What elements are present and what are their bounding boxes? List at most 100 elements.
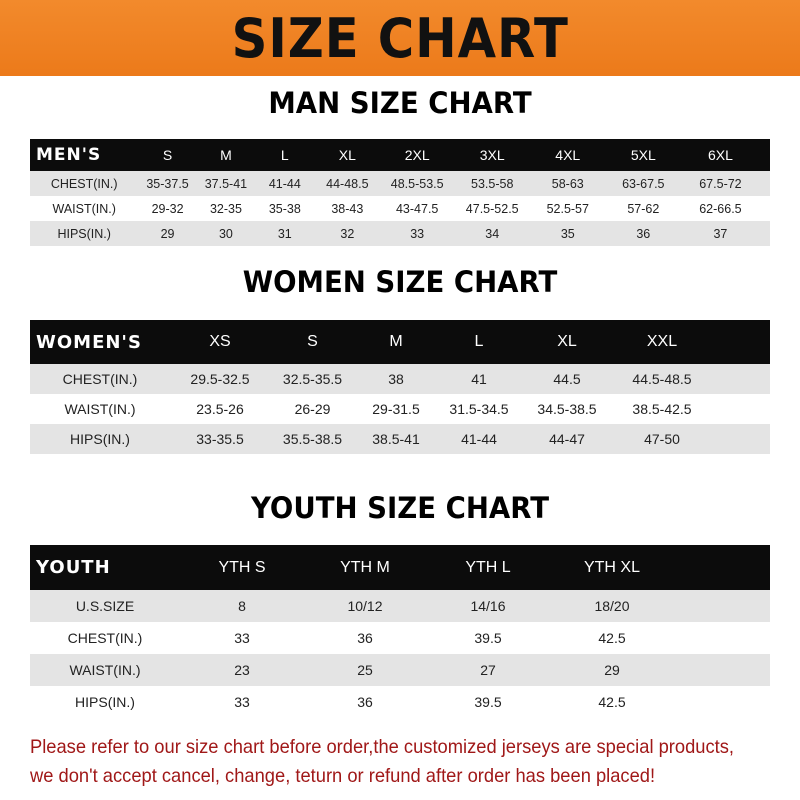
measurement-value: 52.5-57 bbox=[546, 201, 589, 216]
size-header: 4XL bbox=[555, 147, 581, 163]
measurement-value: 31 bbox=[277, 226, 292, 241]
measurement-value: 47.5-52.5 bbox=[465, 201, 519, 216]
measurement-value: 10/12 bbox=[347, 598, 383, 614]
youth-header-row: YOUTH YTH S YTH M YTH L YTH XL bbox=[30, 545, 770, 590]
size-header: M bbox=[389, 333, 403, 350]
table-row: WAIST(IN.) 23 25 27 29 bbox=[30, 654, 770, 686]
measurement-value: 34.5-38.5 bbox=[537, 401, 597, 417]
empty-cell bbox=[760, 171, 770, 196]
size-header: S bbox=[307, 333, 318, 350]
measurement-value: 39.5 bbox=[474, 694, 502, 710]
youth-section-title: YOUTH SIZE CHART bbox=[250, 491, 550, 525]
table-row: U.S.SIZE 8 10/12 14/16 18/20 bbox=[30, 590, 770, 622]
measurement-value: 36 bbox=[357, 630, 373, 646]
measurement-value: 32 bbox=[340, 226, 355, 241]
measurement-value: 57-62 bbox=[627, 201, 660, 216]
measurement-value: 41-44 bbox=[461, 431, 497, 447]
men-section-title: MAN SIZE CHART bbox=[268, 86, 532, 120]
measurement-value: 32.5-35.5 bbox=[282, 371, 343, 387]
measurement-value: 35 bbox=[560, 226, 575, 241]
measurement-value: 67.5-72 bbox=[699, 176, 742, 191]
measurement-value: 62-66.5 bbox=[699, 201, 742, 216]
table-row: WAIST(IN.) 29-32 32-35 35-38 38-43 43-47.5 47.… bbox=[30, 196, 770, 221]
measurement-value: 43-47.5 bbox=[395, 201, 439, 216]
size-header: XL bbox=[557, 333, 577, 350]
size-header: XS bbox=[209, 333, 231, 350]
measurement-value: 37.5-41 bbox=[204, 176, 248, 191]
empty-cell bbox=[711, 364, 770, 394]
measurement-label: WAIST(IN.) bbox=[69, 662, 141, 678]
empty-cell bbox=[674, 622, 770, 654]
measurement-value: 35-37.5 bbox=[146, 176, 189, 191]
empty-cell bbox=[711, 394, 770, 424]
size-header: L bbox=[280, 147, 289, 163]
table-row: HIPS(IN.) 33 36 39.5 42.5 bbox=[30, 686, 770, 718]
men-table-label: MEN'S bbox=[36, 145, 102, 165]
banner-title: SIZE CHART bbox=[231, 6, 569, 70]
measurement-value: 32-35 bbox=[209, 201, 242, 216]
measurement-value: 42.5 bbox=[598, 694, 626, 710]
measurement-value: 39.5 bbox=[474, 630, 502, 646]
measurement-value: 29-31.5 bbox=[372, 401, 420, 417]
size-header: 3XL bbox=[479, 147, 505, 163]
measurement-value: 29.5-32.5 bbox=[190, 371, 250, 387]
measurement-value: 33 bbox=[234, 694, 250, 710]
measurement-value: 33 bbox=[234, 630, 250, 646]
table-row: CHEST(IN.) 35-37.5 37.5-41 41-44 44-48.5 48.5… bbox=[30, 171, 770, 196]
measurement-label: HIPS(IN.) bbox=[57, 226, 111, 241]
empty-cell bbox=[674, 545, 770, 590]
size-header: YTH XL bbox=[583, 558, 640, 576]
youth-size-table: YOUTH YTH S YTH M YTH L YTH XL U.S.SIZE 8 10/12… bbox=[30, 545, 770, 718]
measurement-label: U.S.SIZE bbox=[75, 598, 135, 614]
measurement-value: 44-48.5 bbox=[326, 176, 369, 191]
men-size-table: MEN'S S M L XL 2XL 3XL 4XL 5XL 6XL CHEST(IN.) 35-37… bbox=[30, 139, 770, 246]
measurement-value: 48.5-53.5 bbox=[390, 176, 444, 191]
women-table-label: WOMEN'S bbox=[36, 331, 142, 353]
measurement-value: 29-32 bbox=[151, 201, 184, 216]
measurement-value: 41-44 bbox=[268, 176, 301, 191]
table-row: CHEST(IN.) 29.5-32.5 32.5-35.5 38 41 44.5 44.5… bbox=[30, 364, 770, 394]
measurement-value: 38.5-42.5 bbox=[632, 401, 692, 417]
measurement-value: 14/16 bbox=[470, 598, 506, 614]
measurement-value: 8 bbox=[238, 598, 246, 614]
empty-cell bbox=[760, 221, 770, 246]
measurement-value: 44-47 bbox=[549, 431, 585, 447]
measurement-value: 29 bbox=[604, 662, 620, 678]
measurement-value: 47-50 bbox=[644, 431, 680, 447]
women-header-row: WOMEN'S XS S M L XL XXL bbox=[30, 320, 770, 364]
size-header: S bbox=[162, 147, 173, 163]
size-header: L bbox=[474, 333, 484, 350]
measurement-value: 34 bbox=[485, 226, 500, 241]
table-row: CHEST(IN.) 33 36 39.5 42.5 bbox=[30, 622, 770, 654]
table-row: HIPS(IN.) 33-35.5 35.5-38.5 38.5-41 41-44 44-… bbox=[30, 424, 770, 454]
size-header: YTH M bbox=[340, 558, 390, 576]
table-row: HIPS(IN.) 29 30 31 32 33 34 35 36 37 bbox=[30, 221, 770, 246]
empty-cell bbox=[760, 139, 770, 171]
table-row: WAIST(IN.) 23.5-26 26-29 29-31.5 31.5-34.5 34… bbox=[30, 394, 770, 424]
size-header: YTH L bbox=[465, 558, 511, 576]
measurement-value: 23.5-26 bbox=[196, 401, 244, 417]
empty-cell bbox=[711, 424, 770, 454]
order-notice-line-2: we don't accept cancel, change, teturn o… bbox=[30, 765, 656, 787]
size-chart-banner: SIZE CHART bbox=[0, 0, 800, 76]
empty-cell bbox=[760, 196, 770, 221]
size-header: XXL bbox=[646, 333, 678, 350]
measurement-value: 53.5-58 bbox=[471, 176, 514, 191]
measurement-label: HIPS(IN.) bbox=[70, 431, 130, 447]
women-section-title: WOMEN SIZE CHART bbox=[242, 265, 558, 299]
measurement-label: HIPS(IN.) bbox=[75, 694, 135, 710]
measurement-value: 63-67.5 bbox=[622, 176, 665, 191]
size-header: 2XL bbox=[404, 147, 430, 163]
measurement-value: 23 bbox=[234, 662, 250, 678]
measurement-value: 38-43 bbox=[331, 201, 364, 216]
measurement-value: 33 bbox=[410, 226, 425, 241]
measurement-value: 29 bbox=[160, 226, 175, 241]
measurement-value: 36 bbox=[636, 226, 651, 241]
empty-cell bbox=[674, 590, 770, 622]
measurement-value: 58-63 bbox=[551, 176, 584, 191]
size-header: M bbox=[220, 147, 232, 163]
measurement-value: 42.5 bbox=[598, 630, 626, 646]
measurement-value: 41 bbox=[471, 371, 487, 387]
youth-table-label: YOUTH bbox=[36, 557, 111, 578]
measurement-value: 26-29 bbox=[294, 401, 331, 417]
